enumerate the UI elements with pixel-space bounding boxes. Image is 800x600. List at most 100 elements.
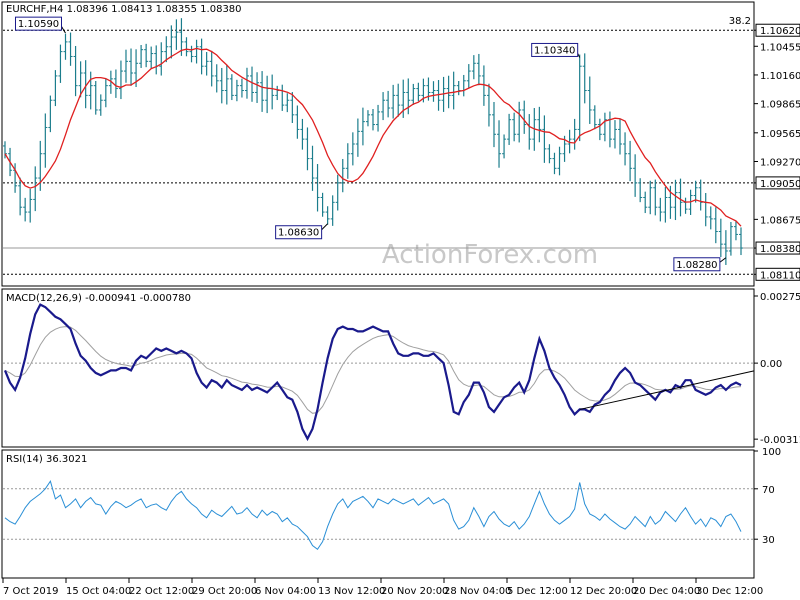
- price-annotation: 1.08280: [673, 257, 727, 272]
- ohlc-bar: [497, 120, 502, 168]
- ohlc-bar: [63, 33, 68, 60]
- ohlc-bar: [43, 113, 48, 168]
- x-tick-label: 7 Oct 2019: [3, 586, 58, 597]
- x-tick-label: 28 Nov 04:00: [444, 586, 511, 597]
- ohlc-bar: [542, 115, 547, 163]
- ohlc-bar: [88, 71, 93, 110]
- macd-trendline: [579, 370, 755, 410]
- ohlc-bar: [396, 83, 401, 117]
- moving-average: [4, 47, 742, 227]
- price-annotation: 1.10340: [531, 42, 581, 58]
- ohlc-bar: [658, 197, 663, 222]
- ohlc-bar: [612, 120, 617, 149]
- ohlc-bar: [58, 44, 63, 83]
- ohlc-bar: [33, 166, 38, 212]
- ohlc-bar: [628, 140, 633, 182]
- ohlc-bar: [209, 50, 214, 87]
- y-tick-label: 1.10455: [760, 42, 800, 53]
- ohlc-bar: [693, 180, 698, 203]
- ohlc-bar: [739, 227, 743, 256]
- ohlc-bar: [98, 94, 103, 116]
- ohlc-bar: [315, 164, 320, 212]
- price-levels: [3, 29, 753, 275]
- ohlc-bar: [340, 158, 345, 193]
- ohlc-bar: [68, 32, 73, 66]
- price-panel-frame: [1, 1, 755, 287]
- ohlc-bar: [219, 67, 224, 104]
- ohlc-bar: [239, 78, 244, 98]
- ohlc-bar: [391, 84, 396, 119]
- ohlc-bar: [638, 178, 643, 203]
- macd-axis: 0.002754 0.00 -0.003119: [754, 292, 800, 446]
- y-tick-box: [755, 241, 800, 255]
- price-bars: [3, 18, 743, 265]
- ohlc-bar: [18, 177, 23, 216]
- price-annotation: 1.10590: [14, 16, 66, 34]
- annotation-box: [14, 16, 62, 31]
- rsi-panel-frame: [1, 449, 755, 579]
- ohlc-bar: [557, 146, 562, 176]
- fib-label: 38.2: [729, 16, 751, 27]
- ohlc-bar: [285, 93, 290, 113]
- price-annotation: 1.08630: [275, 223, 328, 240]
- y-tick-box: [755, 176, 800, 190]
- ohlc-bar: [582, 53, 587, 104]
- ohlc-bar: [224, 64, 229, 105]
- ohlc-bar: [592, 105, 597, 130]
- y-tick-label: 1.10160: [760, 71, 800, 82]
- ohlc-bar: [618, 118, 623, 155]
- y-tick-label: 1.10620: [760, 26, 800, 37]
- ohlc-bar: [78, 61, 83, 98]
- ohlc-bar: [325, 206, 330, 225]
- ohlc-bar: [522, 100, 527, 134]
- ohlc-bar: [466, 64, 471, 88]
- ohlc-bar: [360, 107, 365, 146]
- ohlc-bar: [386, 90, 391, 118]
- ohlc-bar: [179, 18, 184, 56]
- ohlc-bar: [134, 49, 139, 88]
- annotation-label: 1.10590: [18, 19, 59, 30]
- y-tick-box: [755, 23, 800, 37]
- ohlc-bar: [431, 81, 436, 102]
- ohlc-bar: [436, 80, 441, 111]
- price-annotations: 1.10590 1.08630 1.10340 1.08280: [14, 16, 727, 272]
- macd-panel-frame: [1, 288, 755, 448]
- ohlc-bar: [481, 65, 486, 106]
- rsi-tick-label: 70: [762, 485, 775, 496]
- ohlc-bar: [401, 79, 406, 118]
- ohlc-bar: [486, 83, 491, 127]
- ma-line: [4, 47, 742, 227]
- rsi-layer: [3, 480, 753, 551]
- ohlc-bar: [633, 154, 638, 197]
- ohlc-bar: [129, 48, 134, 86]
- ohlc-bar: [28, 188, 33, 223]
- ohlc-bar: [471, 55, 476, 80]
- ohlc-bar: [250, 66, 255, 102]
- rsi-tick-label: 30: [762, 535, 775, 546]
- ohlc-bar: [204, 52, 209, 76]
- macd-header: MACD(12,26,9) -0.000941 -0.000780: [6, 293, 191, 304]
- ohlc-bar: [118, 60, 123, 100]
- ohlc-bar: [108, 70, 113, 94]
- rsi-header: RSI(14) 36.3021: [6, 454, 87, 465]
- ohlc-bar: [512, 112, 517, 142]
- macd-tick-label: -0.003119: [760, 435, 800, 446]
- ohlc-bar: [23, 197, 28, 222]
- ohlc-bar: [83, 60, 88, 109]
- ohlc-bar: [199, 38, 204, 75]
- x-tick-label: 20 Dec 04:00: [633, 586, 700, 597]
- ohlc-bar: [577, 54, 582, 142]
- ohlc-bar: [295, 105, 300, 139]
- ohlc-bar: [723, 230, 728, 265]
- x-tick-label: 22 Oct 12:00: [129, 586, 194, 597]
- x-tick-label: 6 Nov 04:00: [255, 586, 316, 597]
- ohlc-bar: [310, 145, 315, 191]
- ohlc-bar: [260, 71, 265, 112]
- y-tick-label: 1.08110: [760, 270, 800, 281]
- x-tick-label: 30 Dec 12:00: [696, 586, 763, 597]
- ohlc-bar: [552, 152, 557, 175]
- ohlc-bar: [733, 220, 738, 241]
- rsi-axis: 100 70 30: [754, 447, 781, 546]
